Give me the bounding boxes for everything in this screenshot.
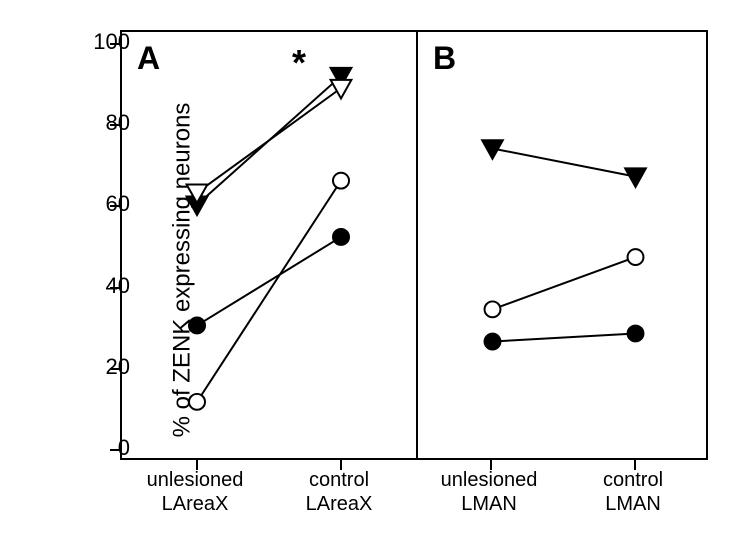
panel-a-svg bbox=[122, 32, 416, 458]
x-tick-label: controlLMAN bbox=[603, 468, 663, 516]
x-tick-label: unlesionedLAreaX bbox=[147, 468, 244, 516]
y-tick-label: 0 bbox=[118, 435, 130, 461]
y-tick-label: 20 bbox=[106, 354, 130, 380]
panel-b: B bbox=[416, 32, 710, 458]
y-tick-label: 80 bbox=[106, 110, 130, 136]
panel-b-svg bbox=[418, 32, 710, 458]
plot-area: A * B bbox=[120, 30, 708, 460]
y-tick-label: 40 bbox=[106, 273, 130, 299]
x-tick-label: controlLAreaX bbox=[306, 468, 373, 516]
y-tick-label: 60 bbox=[106, 191, 130, 217]
y-tick-label: 100 bbox=[93, 29, 130, 55]
x-tick-label: unlesionedLMAN bbox=[441, 468, 538, 516]
chart-container: % of ZENK expressing neurons A * B 02040… bbox=[20, 20, 730, 520]
panel-a: A * bbox=[122, 32, 416, 458]
